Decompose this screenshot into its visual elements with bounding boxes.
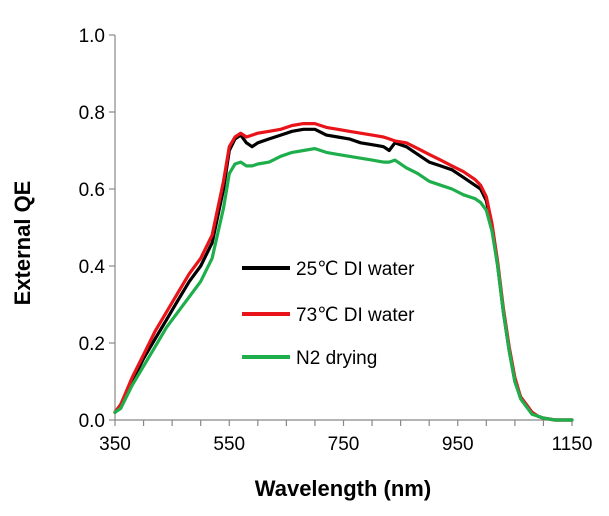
x-tick-label: 750 <box>328 434 360 455</box>
legend-label-2: N2 drying <box>296 348 377 369</box>
x-tick-label: 1150 <box>552 434 593 455</box>
y-tick-label: 1.0 <box>79 26 105 47</box>
y-tick-label: 0.8 <box>79 103 105 124</box>
series-layer <box>113 122 574 422</box>
y-tick-label: 0.6 <box>79 180 105 201</box>
x-tick-label: 550 <box>213 434 245 455</box>
y-tick-label: 0.2 <box>79 334 105 355</box>
axes-layer: 0.0 0.2 0.4 0.6 0.8 1.0 350 550 750 950 1150 <box>79 26 593 455</box>
series-line-2 <box>113 147 574 422</box>
y-tick-label: 0.4 <box>79 257 106 278</box>
legend-label-1: 73℃ DI water <box>296 305 415 326</box>
y-tick-label: 0.0 <box>79 411 105 432</box>
y-axis-title: External QE <box>10 181 35 306</box>
legend: 25℃ DI water 73℃ DI water N2 drying <box>242 259 415 369</box>
x-tick-label: 950 <box>442 434 474 455</box>
x-axis-title: Wavelength (nm) <box>255 476 431 501</box>
x-tick-label: 350 <box>99 434 131 455</box>
legend-label-0: 25℃ DI water <box>296 259 415 280</box>
